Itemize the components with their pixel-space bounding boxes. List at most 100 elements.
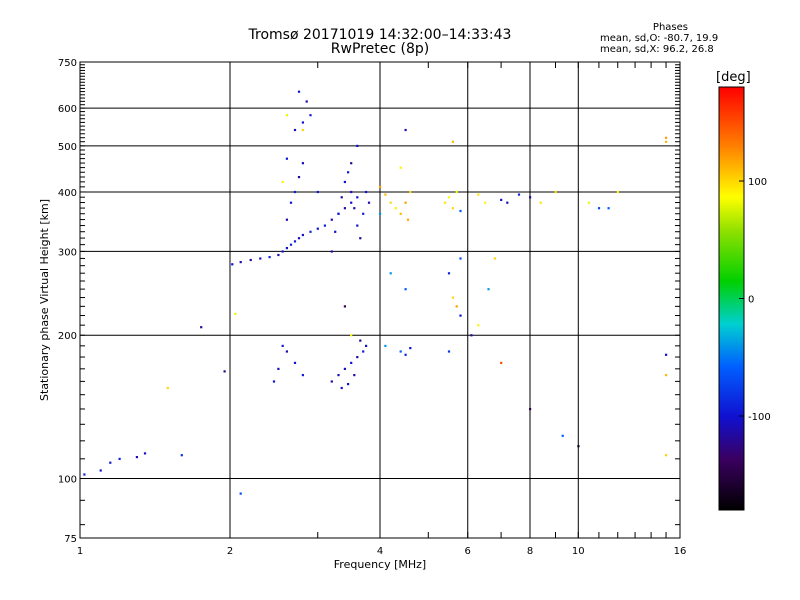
data-point — [249, 258, 252, 262]
data-point — [443, 201, 447, 204]
y-tick-label: 500 — [58, 142, 77, 153]
data-point — [330, 380, 333, 383]
data-point — [616, 190, 619, 194]
data-point — [459, 257, 462, 260]
data-point — [577, 445, 580, 448]
data-point — [350, 334, 353, 337]
data-point — [409, 190, 412, 194]
data-point — [406, 218, 410, 221]
data-point — [404, 353, 407, 356]
data-point — [316, 190, 319, 194]
data-point — [305, 100, 308, 103]
data-point — [259, 257, 262, 260]
data-point — [281, 250, 284, 253]
data-point — [500, 361, 503, 364]
data-point — [493, 257, 496, 260]
y-tick-label: 200 — [58, 331, 77, 342]
phases-legend: Phases mean, sd,O: -80.7, 19.9 mean, sd,… — [600, 22, 718, 55]
data-point — [301, 128, 304, 132]
data-point — [285, 114, 288, 117]
data-point — [384, 344, 387, 347]
data-point — [500, 198, 503, 201]
data-point — [409, 347, 412, 350]
x-tick-label: 4 — [377, 546, 383, 557]
data-point — [561, 434, 564, 437]
data-point — [301, 162, 304, 165]
data-point — [404, 288, 407, 291]
data-point — [143, 452, 147, 455]
data-point — [350, 201, 353, 204]
data-point — [665, 140, 668, 143]
chart-title-line2: RwPretec (8p) — [330, 41, 430, 57]
data-point — [356, 144, 359, 147]
data-point — [99, 469, 102, 472]
data-point — [223, 370, 226, 373]
chart-title-line1: Tromsø 20171019 14:32:00–14:33:43 — [248, 27, 512, 43]
data-point — [484, 201, 487, 204]
data-point — [301, 233, 304, 237]
data-point — [665, 454, 668, 457]
data-point — [309, 114, 312, 117]
x-tick-label: 6 — [465, 546, 471, 557]
colorbar-tick-label: -100 — [748, 412, 771, 423]
data-point — [281, 344, 284, 347]
y-axis-ticks: 75 100 200 300 400 500 600 750 — [58, 58, 680, 545]
data-point — [118, 457, 121, 460]
colorbar-tick-label: 0 — [748, 295, 754, 306]
data-point — [347, 171, 350, 174]
data-point — [447, 196, 451, 199]
y-tick-label: 400 — [58, 188, 77, 199]
data-point — [365, 190, 368, 194]
data-point — [343, 305, 346, 308]
y-tick-label: 300 — [58, 247, 77, 258]
data-point — [665, 136, 668, 139]
data-point — [334, 230, 337, 233]
data-point — [350, 190, 353, 194]
phases-x-stats: mean, sd,X: 96.2, 26.8 — [600, 44, 714, 55]
data-point — [109, 461, 112, 464]
data-point — [297, 90, 301, 93]
data-point — [231, 263, 234, 266]
x-tick-label: 16 — [674, 546, 687, 557]
colorbar-unit: [deg] — [716, 70, 751, 85]
x-tick-label: 10 — [572, 546, 585, 557]
data-point — [343, 207, 346, 210]
data-point — [343, 367, 346, 370]
data-point — [389, 201, 392, 204]
colorbar-tick-label: 100 — [748, 177, 767, 188]
data-point — [350, 162, 353, 165]
data-point — [330, 218, 333, 221]
data-point — [455, 190, 458, 194]
phases-heading: Phases — [652, 22, 688, 33]
data-point — [665, 374, 668, 377]
data-point — [365, 344, 368, 347]
plot-grid — [80, 62, 680, 538]
data-point — [323, 224, 326, 227]
data-point — [451, 140, 454, 143]
data-point — [285, 218, 288, 221]
data-point — [477, 324, 480, 327]
data-point — [268, 256, 271, 259]
data-point — [340, 386, 343, 390]
data-point — [277, 253, 280, 257]
data-point — [180, 454, 183, 457]
data-point — [239, 261, 242, 264]
data-point — [293, 128, 297, 132]
data-point — [359, 237, 362, 240]
data-point — [506, 201, 509, 204]
data-point — [470, 334, 473, 337]
data-point — [166, 386, 169, 390]
data-point — [597, 207, 601, 210]
data-point — [277, 367, 280, 370]
data-points — [83, 90, 668, 495]
data-point — [350, 361, 353, 364]
data-point — [289, 201, 293, 204]
data-point — [343, 180, 346, 184]
data-point — [517, 193, 521, 196]
data-point — [330, 250, 333, 253]
data-point — [285, 350, 288, 353]
data-point — [459, 314, 462, 317]
data-point — [399, 166, 402, 169]
data-point — [340, 196, 343, 199]
data-point — [487, 288, 490, 291]
